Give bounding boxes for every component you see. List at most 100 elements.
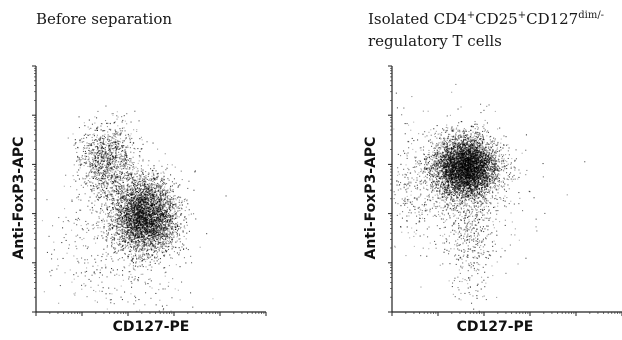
data-point — [166, 201, 168, 203]
data-point — [123, 218, 125, 220]
data-point — [146, 204, 148, 206]
data-point — [150, 178, 152, 180]
data-point — [152, 214, 154, 216]
data-point — [113, 234, 115, 236]
data-point — [159, 185, 161, 187]
data-point — [147, 232, 149, 234]
data-point — [131, 181, 133, 183]
data-point — [142, 196, 144, 198]
data-point — [145, 213, 147, 215]
data-point — [175, 203, 177, 205]
data-point — [178, 233, 180, 235]
data-point — [120, 211, 122, 213]
data-point — [137, 225, 139, 227]
data-point — [132, 218, 134, 220]
data-point — [168, 207, 170, 209]
data-point — [145, 196, 147, 198]
data-point — [151, 189, 153, 191]
data-point — [138, 234, 140, 236]
data-point — [133, 221, 135, 223]
data-point — [165, 221, 167, 223]
data-point — [163, 182, 165, 184]
data-point — [141, 204, 143, 206]
data-point — [139, 236, 141, 238]
data-point — [170, 233, 172, 235]
data-point — [123, 207, 125, 209]
data-point — [162, 183, 164, 185]
data-point — [142, 220, 144, 222]
data-point — [132, 221, 134, 223]
data-point — [129, 210, 131, 212]
data-point — [142, 198, 144, 200]
data-point — [157, 221, 159, 223]
data-point — [148, 225, 150, 227]
data-point — [144, 200, 146, 202]
data-point — [135, 191, 137, 193]
data-point — [108, 154, 110, 156]
data-point — [145, 219, 147, 221]
data-point — [165, 234, 167, 236]
data-point — [136, 196, 138, 198]
data-point — [144, 259, 146, 261]
data-point — [132, 192, 134, 194]
data-point — [169, 188, 171, 190]
data-point — [114, 225, 116, 227]
data-point — [170, 202, 172, 204]
data-point — [126, 185, 128, 187]
data-point — [154, 199, 156, 201]
data-point — [112, 207, 114, 209]
data-point — [129, 139, 131, 141]
data-point — [153, 240, 155, 242]
data-point — [127, 255, 129, 257]
data-point — [160, 228, 162, 230]
data-point — [114, 190, 116, 192]
data-point — [106, 245, 108, 247]
data-point — [153, 229, 155, 231]
data-point — [115, 219, 117, 221]
data-point — [145, 236, 147, 238]
data-point — [128, 226, 130, 228]
data-point — [137, 230, 139, 232]
data-point — [151, 222, 153, 224]
data-point — [99, 189, 101, 191]
data-point — [154, 191, 156, 193]
data-point — [144, 211, 146, 213]
data-point — [148, 231, 150, 233]
data-point — [137, 245, 139, 247]
data-point — [135, 166, 137, 168]
data-point — [137, 217, 139, 219]
data-point — [140, 248, 142, 250]
data-point — [123, 229, 125, 231]
data-point — [159, 186, 161, 188]
data-point — [130, 251, 132, 253]
data-point — [91, 136, 93, 138]
data-point — [120, 226, 122, 228]
data-point — [115, 214, 117, 216]
data-point — [109, 212, 111, 214]
data-point — [125, 245, 127, 247]
data-point — [165, 193, 167, 195]
data-point — [154, 196, 156, 198]
data-point — [142, 247, 144, 249]
data-point — [160, 196, 162, 198]
data-point — [113, 237, 115, 239]
data-point — [139, 224, 141, 226]
data-point — [161, 221, 163, 223]
data-point — [160, 221, 162, 223]
data-point — [121, 218, 123, 220]
data-point — [151, 207, 153, 209]
data-point — [124, 247, 126, 249]
data-point — [179, 210, 181, 212]
data-point — [122, 207, 124, 209]
data-point — [157, 210, 159, 212]
data-point — [124, 210, 126, 212]
data-point — [146, 191, 148, 193]
data-point — [151, 216, 153, 218]
data-point — [156, 173, 158, 175]
data-point — [100, 143, 102, 145]
data-point — [149, 220, 151, 222]
data-point — [157, 200, 159, 202]
data-point — [175, 199, 177, 201]
data-point — [137, 178, 139, 180]
data-point — [167, 224, 169, 226]
